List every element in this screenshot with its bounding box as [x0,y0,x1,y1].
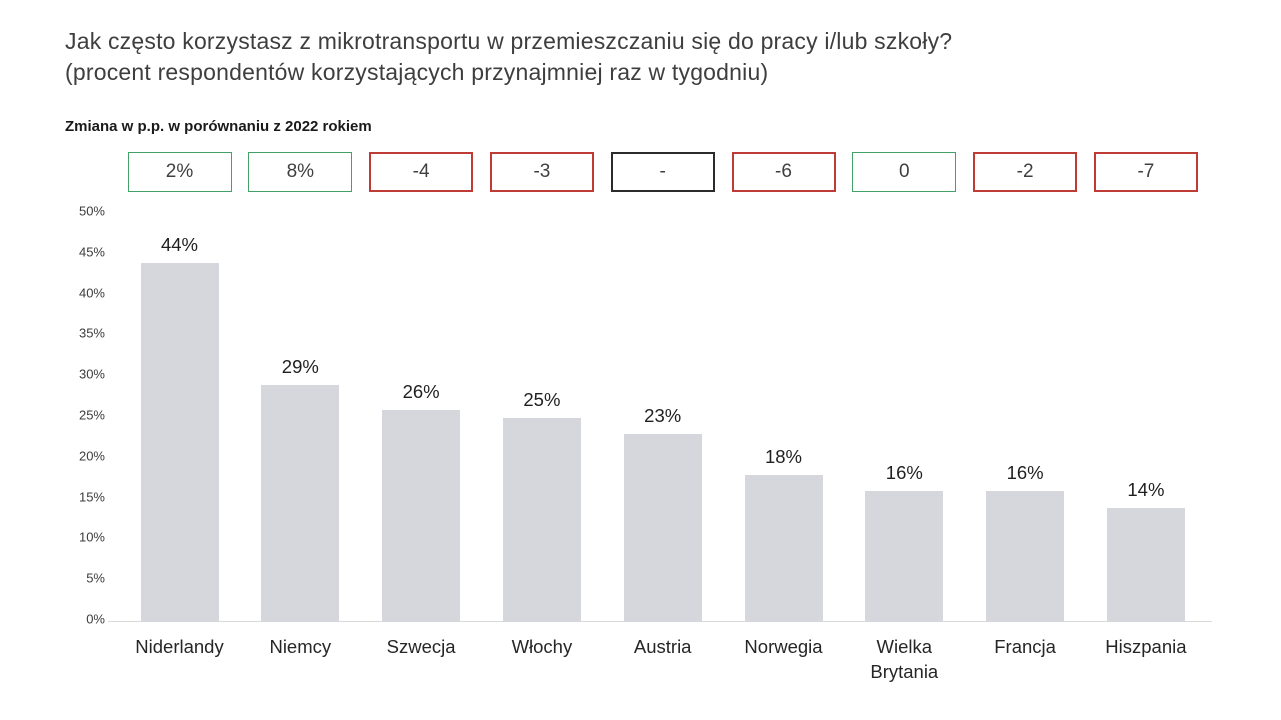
x-axis-category-label: Niemcy [269,636,332,657]
chart-subtitle: Zmiana w p.p. w porównaniu z 2022 rokiem [65,118,372,135]
change-box: -4 [369,152,474,192]
y-axis-tick-label: 45% [78,244,105,260]
chart-title-line2: (procent respondentów korzystających prz… [65,59,769,85]
bar-value-label: 26% [402,380,440,402]
y-axis-tick-label: 10% [78,529,105,545]
y-axis-tick-label: 0% [86,611,105,627]
y-axis-tick-label: 20% [78,448,105,464]
bar-value-label: 16% [885,462,923,484]
bar-włochy [502,418,581,622]
bar-norwegia [744,475,823,622]
x-axis-category-label: Hiszpania [1105,636,1187,657]
chart-title: Jak często korzystasz z mikrotransportu … [65,26,1225,88]
bar-niemcy [261,385,340,622]
change-box: 0 [852,152,957,192]
y-axis-tick-label: 25% [78,407,105,423]
bar-value-label: 16% [1006,462,1044,484]
y-axis-tick-label: 35% [78,325,105,341]
change-box: 2% [127,152,232,192]
bar-value-label: 44% [160,233,199,255]
x-axis-category-label: Francja [994,636,1056,657]
change-box: 8% [248,152,353,192]
y-axis-tick-label: 30% [78,366,105,382]
bar-francja [986,491,1065,622]
bar-value-label: 29% [281,356,319,378]
x-axis-category-label: Szwecja [386,636,456,657]
bar-wielka-brytania [865,491,944,622]
bar-value-label: 25% [523,389,561,410]
bar-szwecja [382,409,461,622]
change-box: -7 [1093,152,1198,192]
bar-value-label: 18% [764,446,803,468]
chart-title-line1: Jak często korzystasz z mikrotransportu … [65,28,953,54]
change-box: -6 [731,152,836,192]
x-axis-category-label: Wielka Brytania [870,636,939,682]
x-axis-category-label: Włochy [511,636,573,657]
change-box: -2 [973,152,1078,192]
bar-value-label: 14% [1127,478,1165,500]
y-axis-tick-label: 15% [78,489,105,505]
bar-value-label: 23% [644,405,682,427]
y-axis-tick-label: 50% [78,203,105,219]
x-axis-category-label: Norwegia [744,636,823,657]
bar-niderlandy [140,262,219,622]
bar-hiszpania [1106,507,1185,622]
y-axis-tick-label: 40% [78,285,105,301]
bar-austria [623,434,702,622]
x-axis-category-label: Niderlandy [135,636,224,657]
change-box: - [610,152,715,192]
x-axis-category-label: Austria [633,636,692,657]
change-box: -3 [489,152,594,192]
y-axis-tick-label: 5% [86,570,105,586]
